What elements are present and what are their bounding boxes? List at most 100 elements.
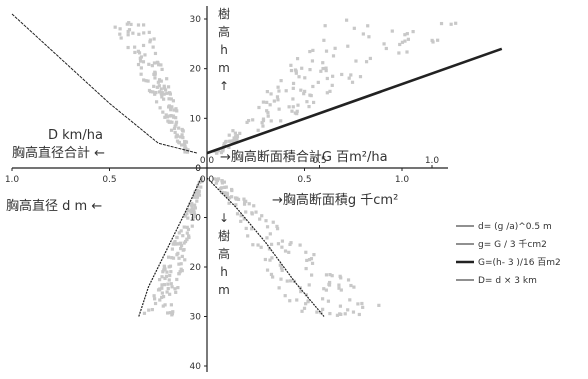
scatter-point-g xyxy=(328,280,332,285)
legend: d= (g /a)^0.5 m g= G / 3 千cm2 G=(h- 3 )/16… xyxy=(456,222,561,286)
scatter-point-D xyxy=(157,84,161,88)
scatter-point-d xyxy=(198,180,202,184)
scatter-point-G xyxy=(265,109,269,113)
scatter-point-g xyxy=(324,273,329,277)
scatter-point-G xyxy=(354,59,358,63)
y-tick-label: 10 xyxy=(190,214,202,224)
scatter-point-d xyxy=(179,229,183,233)
scatter-point-g xyxy=(352,285,356,289)
scatter-point-G xyxy=(398,42,402,47)
scatter-point-G xyxy=(349,73,353,77)
scatter-point-g xyxy=(309,273,314,277)
scatter-point-D xyxy=(119,36,123,40)
D-unit-label: D km/ha xyxy=(48,128,103,143)
scatter-point-d xyxy=(170,285,174,289)
scatter-point-G xyxy=(403,39,407,43)
scatter-point-D xyxy=(177,126,181,130)
scatter-point-G xyxy=(266,111,270,115)
scatter-point-d xyxy=(193,203,197,207)
scatter-point-D xyxy=(129,22,133,27)
x-tick-label: 0.0 xyxy=(200,175,215,185)
scatter-point-g xyxy=(215,179,220,183)
scatter-point-G xyxy=(405,32,409,36)
scatter-point-d xyxy=(169,303,173,307)
scatter-point-g xyxy=(242,197,246,201)
scatter-point-d xyxy=(161,295,166,299)
scatter-point-G xyxy=(219,150,224,155)
scatter-point-G xyxy=(272,99,276,103)
scatter-point-G xyxy=(234,138,239,142)
scatter-point-D xyxy=(185,150,190,154)
scatter-point-d xyxy=(178,241,182,245)
scatter-point-G xyxy=(345,18,349,22)
scatter-point-g xyxy=(351,310,356,314)
scatter-point-D xyxy=(166,85,171,89)
scatter-point-G xyxy=(350,80,355,84)
scatter-point-G xyxy=(324,49,329,53)
scatter-point-g xyxy=(289,241,293,245)
scatter-point-G xyxy=(268,103,272,107)
scatter-point-G xyxy=(321,61,325,65)
scatter-point-d xyxy=(186,208,190,213)
scatter-point-g xyxy=(289,279,293,283)
scatter-point-G xyxy=(291,81,296,86)
x-tick-label: 0.5 xyxy=(312,156,326,166)
x-tick-label: 1.0 xyxy=(425,156,440,166)
scatter-point-D xyxy=(131,31,135,35)
scatter-point-G xyxy=(305,100,309,104)
scatter-point-d xyxy=(196,184,200,188)
scatter-point-g xyxy=(275,227,280,231)
scatter-point-G xyxy=(340,72,344,77)
y-tick-label: 10 xyxy=(190,114,202,124)
scatter-point-G xyxy=(382,42,386,46)
scatter-point-g xyxy=(322,287,326,291)
scatter-point-D xyxy=(152,37,156,41)
scatter-point-d xyxy=(192,210,196,215)
scatter-point-G xyxy=(261,124,265,128)
scatter-point-d xyxy=(179,267,183,271)
scatter-point-G xyxy=(265,100,269,104)
scatter-point-g xyxy=(264,219,268,223)
scatter-point-d xyxy=(170,247,174,251)
scatter-point-D xyxy=(171,99,176,103)
scatter-point-g xyxy=(288,242,292,247)
scatter-point-D xyxy=(165,115,170,119)
scatter-point-d xyxy=(197,193,202,197)
scatter-point-D xyxy=(164,113,168,117)
scatter-point-D xyxy=(160,91,164,95)
scatter-point-d xyxy=(163,276,167,281)
scatter-point-d xyxy=(195,199,199,203)
scatter-point-g xyxy=(328,311,332,316)
scatter-point-g xyxy=(269,272,274,277)
scatter-point-g xyxy=(236,197,241,202)
height-label-up: 樹高 h m ↑ xyxy=(218,7,230,93)
scatter-point-d xyxy=(161,304,165,308)
scatter-point-g xyxy=(242,217,246,221)
scatter-point-d xyxy=(186,216,190,220)
scatter-point-G xyxy=(346,44,350,48)
scatter-point-g xyxy=(259,245,263,249)
scatter-point-D xyxy=(175,139,180,143)
scatter-point-G xyxy=(302,92,306,96)
scatter-point-D xyxy=(153,92,157,96)
scatter-point-d xyxy=(168,311,173,315)
scatter-point-d xyxy=(174,242,178,246)
y-tick-label: 30 xyxy=(190,313,202,323)
scatter-point-G xyxy=(390,29,394,33)
y-tick-label: 0 xyxy=(195,164,201,174)
scatter-point-D xyxy=(183,150,187,154)
scatter-point-D xyxy=(159,87,163,91)
scatter-point-g xyxy=(216,177,221,181)
scatter-point-D xyxy=(136,23,141,27)
scatter-point-D xyxy=(168,114,172,118)
scatter-point-d xyxy=(167,265,171,269)
scatter-point-D xyxy=(162,86,167,90)
scatter-point-g xyxy=(338,304,343,308)
scatter-point-d xyxy=(173,287,177,291)
scatter-point-d xyxy=(163,267,167,271)
scatter-point-G xyxy=(276,98,280,102)
scatter-point-g xyxy=(319,311,323,315)
scatter-point-D xyxy=(177,141,181,145)
D-name-label: 胸高直径合計 ← xyxy=(12,145,105,161)
